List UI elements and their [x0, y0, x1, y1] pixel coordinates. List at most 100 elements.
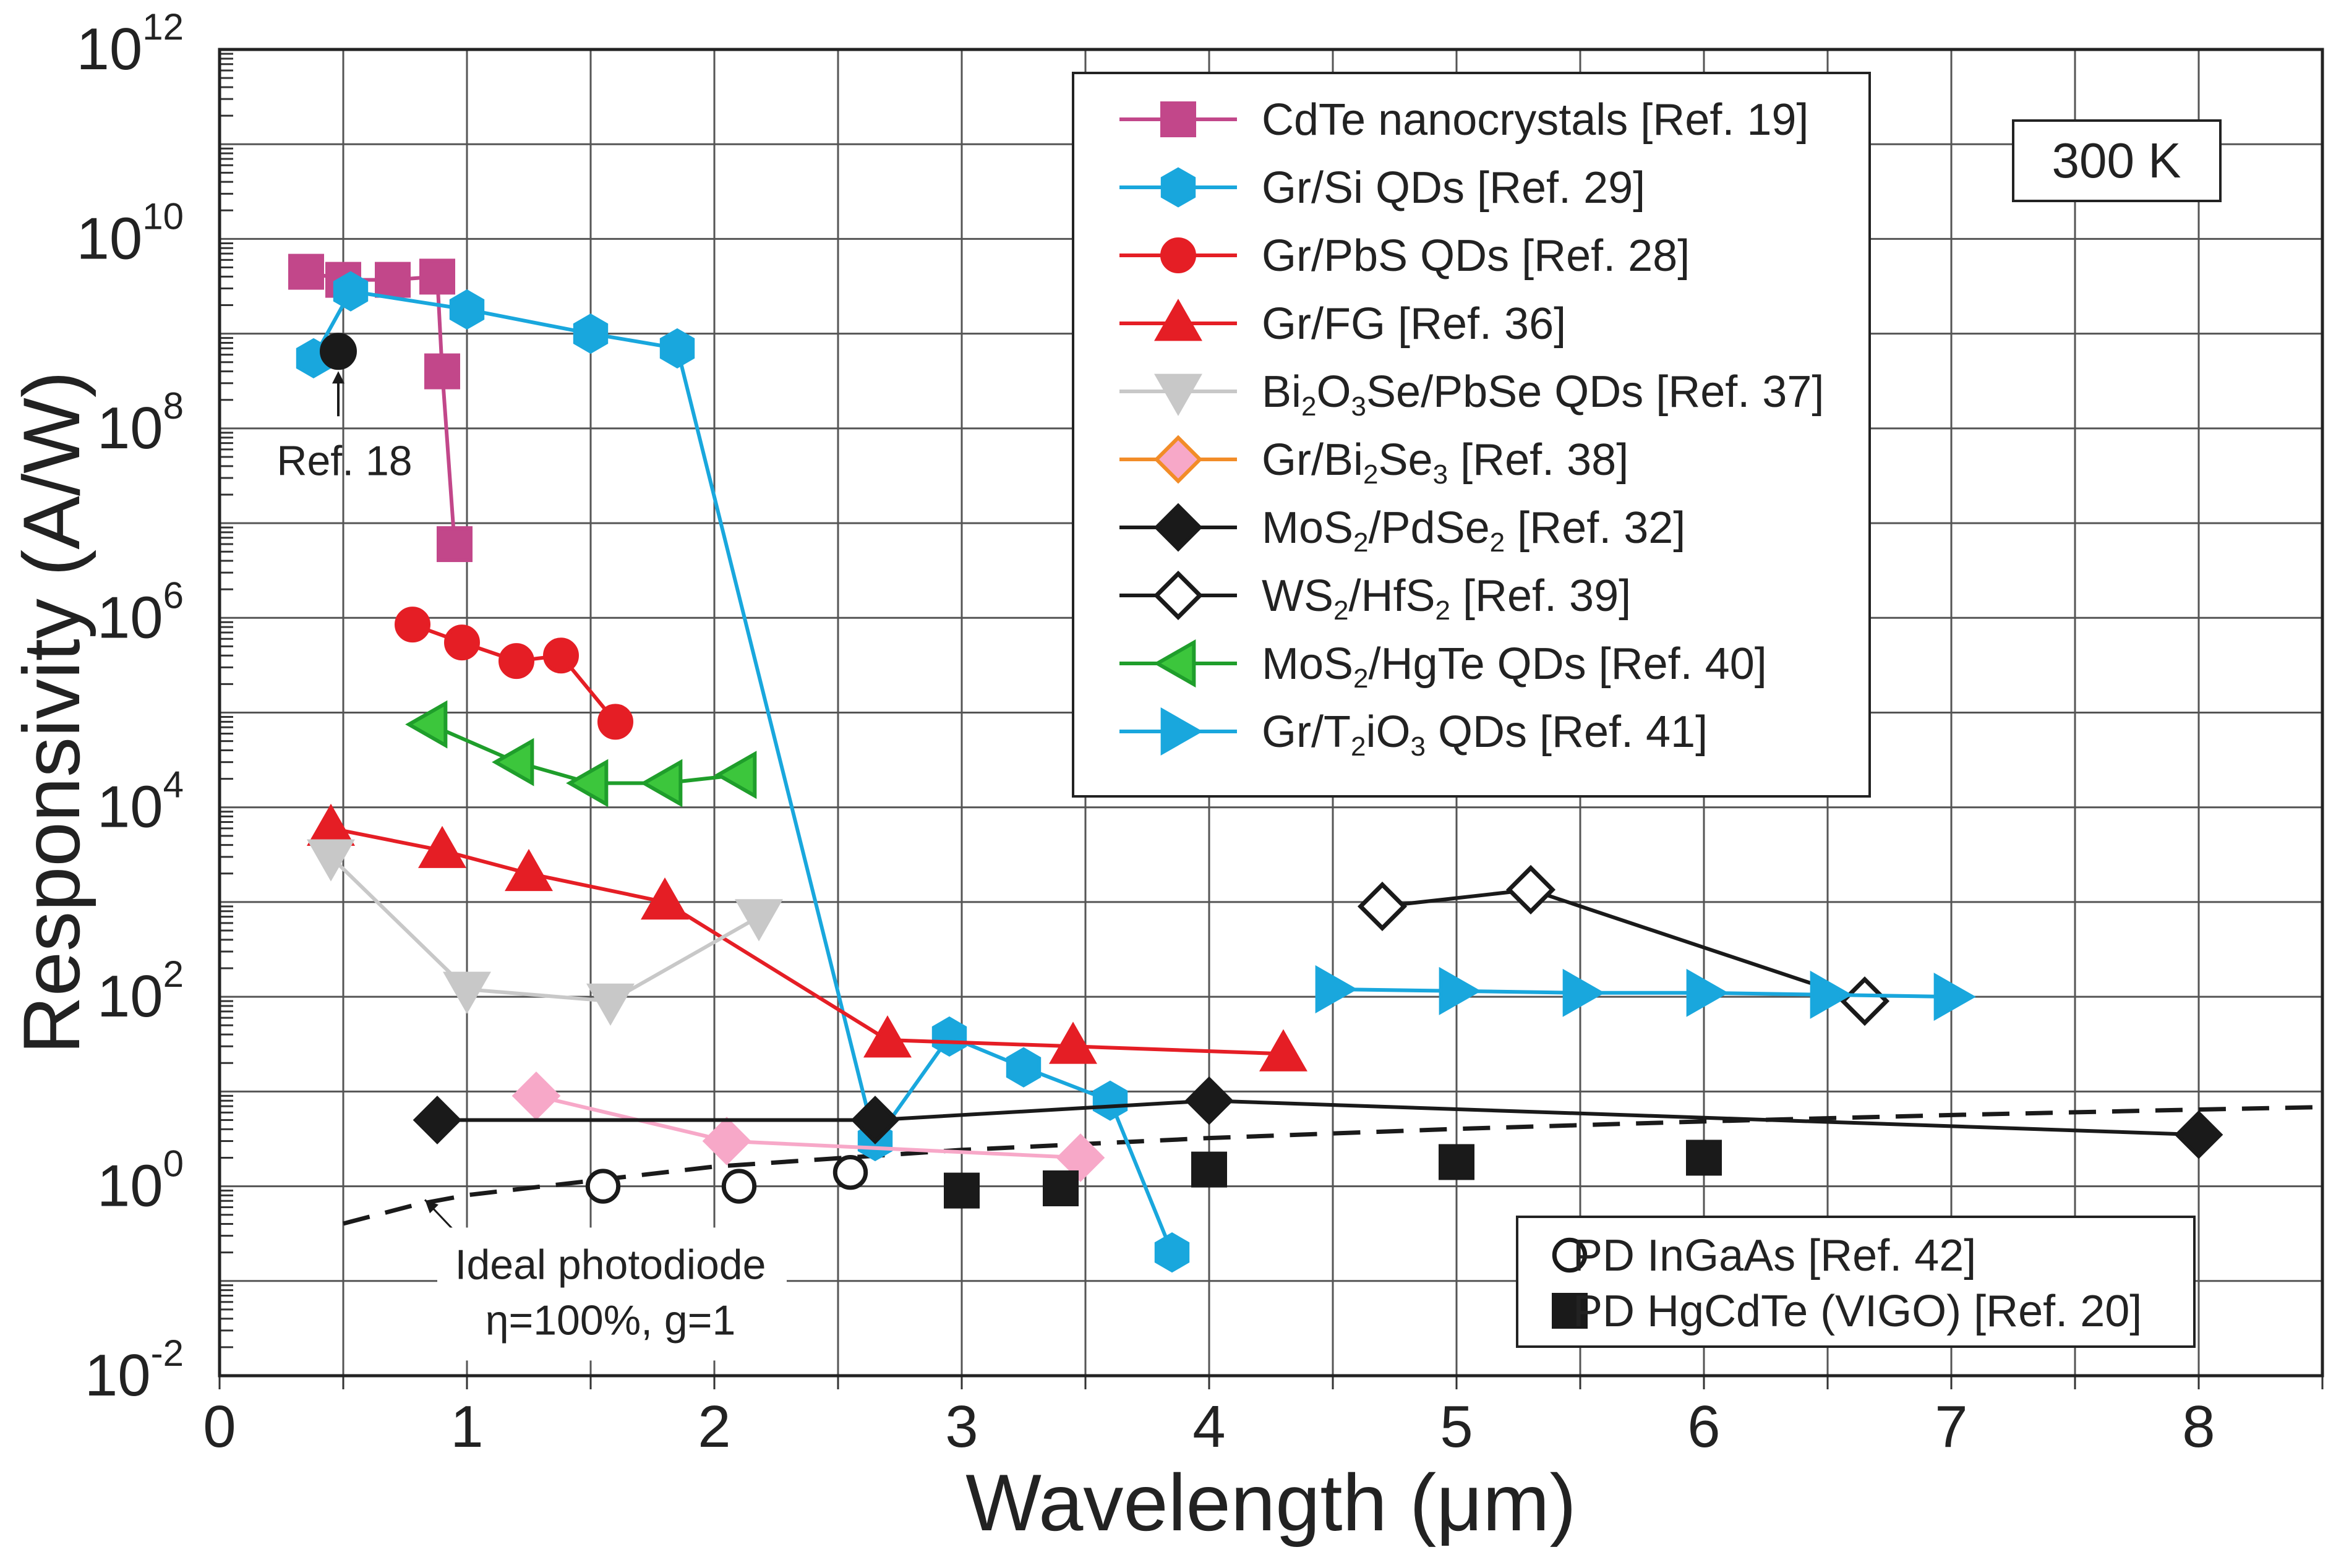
- data-point: [449, 289, 485, 330]
- x-tick-label: 4: [1192, 1394, 1225, 1460]
- ideal-label-bg: [437, 1227, 787, 1361]
- data-point: [395, 607, 430, 643]
- legend-marker: [1160, 101, 1196, 137]
- ref-18-arrowhead: [332, 371, 344, 384]
- legend-label: WS2/HfS2 [Ref. 39]: [1262, 571, 1631, 626]
- legend-marker: [1154, 299, 1202, 341]
- legend-item-mos2-pdse2-ref-32: MoS2/PdSe2 [Ref. 32]: [1119, 503, 1685, 558]
- data-point: [586, 983, 635, 1026]
- data-point: [714, 751, 757, 799]
- data-point: [444, 624, 480, 661]
- series-gr-si-qds-ref-29: [296, 271, 1190, 1273]
- data-point: [307, 839, 355, 882]
- series-line-bi2o3se-pbse-qds-ref-37: [329, 855, 760, 1003]
- data-point: [375, 262, 411, 298]
- data-point: [931, 1016, 967, 1057]
- data-point: [2174, 1110, 2223, 1159]
- data-point: [1505, 864, 1556, 915]
- x-tick-label: 7: [1935, 1394, 1967, 1460]
- data-point: [640, 759, 683, 807]
- series-gr-fg-ref-36: [307, 803, 1307, 1072]
- series-gr-t2io3-qds-ref-41: [1315, 965, 1976, 1021]
- data-point: [424, 353, 460, 390]
- axis-layer: 0 1 2 3 4 5 6 7 8 10-2 100 102 104 106 108 1010 1012 Wave…: [6, 6, 2324, 1548]
- legend-marker: [1153, 570, 1204, 621]
- legend-item-pd-ingaas-ref-42: PD InGaAs [Ref. 42]: [1552, 1231, 1976, 1280]
- data-point: [585, 1169, 621, 1204]
- y-tick-label: 10-2: [85, 1332, 184, 1408]
- legend-item-mos2-hgte-qds-ref-40: MoS2/HgTe QDs [Ref. 40]: [1119, 639, 1767, 694]
- legend-item-cdte-nanocrystals-ref-19: CdTe nanocrystals [Ref. 19]: [1119, 95, 1808, 145]
- data-point: [863, 1015, 912, 1058]
- data-point: [641, 877, 689, 920]
- series-mos2-hgte-qds-ref-40: [405, 700, 757, 807]
- data-point: [418, 825, 466, 868]
- data-point: [1092, 1080, 1128, 1121]
- series-bi2o3se-pbse-qds-ref-37: [307, 839, 783, 1026]
- data-point: [413, 1096, 462, 1144]
- data-point: [832, 1154, 868, 1190]
- data-point: [1056, 1133, 1105, 1182]
- legend-layer: 300 K CdTe nanocrystals [Ref. 19] Gr/Si QD…: [1072, 72, 2222, 1348]
- legend-item-pd-hgcdte-vigo-ref-20: PD HgCdTe (VIGO) [Ref. 20]: [1552, 1287, 2142, 1336]
- data-point: [492, 738, 534, 786]
- data-point: [333, 271, 369, 312]
- ideal-label-line1: Ideal photodiode: [455, 1241, 766, 1288]
- legend-item-gr-fg-ref-36: Gr/FG [Ref. 36]: [1119, 299, 1566, 349]
- legend-label: Bi2O3Se/PbSe QDs [Ref. 37]: [1262, 367, 1824, 422]
- data-point: [573, 313, 609, 354]
- legend-item-ws2-hfs2-ref-39: WS2/HfS2 [Ref. 39]: [1119, 570, 1631, 626]
- legend-item-bi2o3se-pbse-qds-ref-37: Bi2O3Se/PbSe QDs [Ref. 37]: [1119, 367, 1824, 422]
- legend-item-gr-si-qds-ref-29: Gr/Si QDs [Ref. 29]: [1119, 163, 1645, 213]
- y-tick-label: 108: [97, 385, 184, 461]
- data-point: [1439, 1144, 1474, 1180]
- legend-label: Gr/FG [Ref. 36]: [1262, 299, 1566, 349]
- data-point: [1562, 968, 1605, 1017]
- data-point: [944, 1172, 980, 1209]
- y-tick-label: 1012: [76, 6, 184, 82]
- series-gr-pbs-qds-ref-28: [395, 607, 633, 740]
- y-tick-label: 102: [97, 953, 184, 1029]
- x-axis-title: Wavelength (μm): [965, 1457, 1577, 1548]
- data-point: [1006, 1047, 1042, 1088]
- legend-marker: [1154, 373, 1202, 416]
- data-point: [498, 643, 534, 680]
- legend-marker: [1153, 435, 1203, 484]
- ref-18-point: [320, 333, 357, 370]
- series-layer: [288, 254, 2323, 1273]
- data-point: [1357, 881, 1408, 931]
- data-point: [443, 971, 491, 1014]
- ref-18-label: Ref. 18: [276, 437, 412, 484]
- legend-marker: [1552, 1293, 1588, 1329]
- legend-box-reference: [1516, 1216, 2196, 1348]
- y-tick-label: 106: [97, 574, 184, 650]
- legend-label: Gr/PbS QDs [Ref. 28]: [1262, 231, 1690, 281]
- data-point: [511, 1072, 561, 1120]
- legend-label: Gr/Bi2Se3 [Ref. 38]: [1262, 435, 1628, 490]
- data-point: [850, 1096, 900, 1144]
- data-point: [721, 1169, 757, 1204]
- series-line-mos2-pdse2-ref-32: [437, 1099, 2199, 1137]
- data-point: [1839, 976, 1890, 1026]
- legend-label: Gr/T2iO3 QDs [Ref. 41]: [1262, 707, 1708, 762]
- series-pd-hgcdte-vigo-ref-20: [944, 1140, 1722, 1209]
- data-point: [405, 700, 448, 749]
- data-point: [419, 258, 455, 295]
- legend-item-gr-t2io3-qds-ref-41: Gr/T2iO3 QDs [Ref. 41]: [1119, 707, 1708, 762]
- data-point: [1154, 1232, 1190, 1273]
- series-pd-ingaas-ref-42: [585, 1154, 868, 1204]
- legend-label: Gr/Si QDs [Ref. 29]: [1262, 163, 1645, 213]
- data-point: [505, 848, 553, 892]
- data-point: [1315, 965, 1358, 1013]
- x-tick-label: 5: [1440, 1394, 1473, 1460]
- legend-marker: [1552, 1237, 1588, 1273]
- x-tick-label: 2: [698, 1394, 730, 1460]
- data-point: [702, 1117, 751, 1165]
- y-tick-label: 100: [97, 1143, 184, 1219]
- data-point: [597, 704, 633, 740]
- legend-marker: [1153, 639, 1196, 688]
- x-tick-label: 6: [1687, 1394, 1720, 1460]
- data-point: [307, 803, 355, 846]
- legend-item-gr-pbs-qds-ref-28: Gr/PbS QDs [Ref. 28]: [1119, 231, 1690, 281]
- legend-label: MoS2/PdSe2 [Ref. 32]: [1262, 503, 1685, 558]
